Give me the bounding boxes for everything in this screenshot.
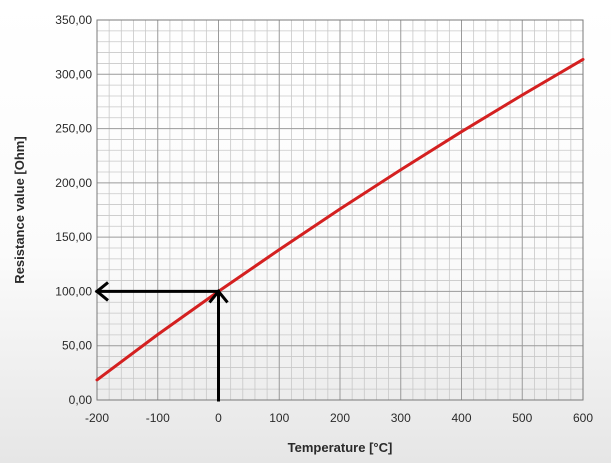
x-tick-label: 400 [451, 411, 471, 425]
y-tick-label: 100,00 [55, 284, 92, 298]
x-tick-label: 100 [269, 411, 289, 425]
y-tick-label: 200,00 [55, 176, 92, 190]
arrow-head [94, 281, 109, 302]
y-tick-label: 50,00 [62, 339, 92, 353]
annotation-layer [94, 281, 229, 402]
resistance-curve [95, 57, 585, 382]
y-tick-label: 150,00 [55, 230, 92, 244]
x-tick-label: 600 [573, 411, 593, 425]
x-tick-label: 0 [215, 411, 222, 425]
x-tick-label: 300 [391, 411, 411, 425]
x-axis-tick-labels: -200 -100 0 100 200 300 400 500 600 [85, 411, 593, 425]
x-tick-label: -100 [146, 411, 170, 425]
x-tick-label: 200 [330, 411, 350, 425]
annotation-arrow [94, 281, 220, 302]
y-axis-title: Resistance value [Ohm] [12, 136, 27, 283]
y-tick-label: 350,00 [55, 13, 92, 27]
x-tick-label: 500 [512, 411, 532, 425]
plot-frame [96, 19, 584, 401]
y-axis-tick-labels: 0,00 50,00 100,00 150,00 200,00 250,00 300,00 3… [55, 13, 92, 407]
x-axis-title: Temperature [°C] [288, 440, 393, 455]
x-tick-label: -200 [85, 411, 109, 425]
y-tick-label: 250,00 [55, 122, 92, 136]
y-tick-label: 300,00 [55, 67, 92, 81]
y-tick-label: 0,00 [69, 393, 93, 407]
